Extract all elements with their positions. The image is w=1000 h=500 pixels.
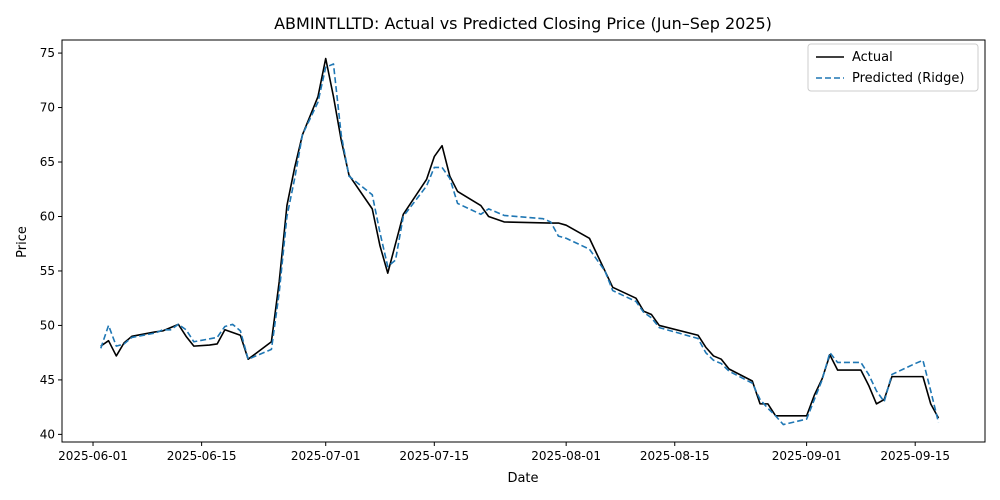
y-axis-title: Price: [15, 226, 30, 258]
x-axis-title: Date: [507, 471, 538, 486]
chart-title: ABMINTLLTD: Actual vs Predicted Closing …: [274, 14, 772, 33]
legend-box: [807, 43, 979, 92]
x-tick-label: 2025-08-15: [640, 449, 710, 463]
x-tick-label: 2025-06-15: [167, 449, 237, 463]
y-tick-label: 65: [40, 155, 55, 169]
x-tick-label: 2025-09-01: [772, 449, 842, 463]
y-tick-label: 40: [40, 427, 55, 441]
y-tick-label: 50: [40, 318, 55, 332]
y-tick-label: 70: [40, 101, 55, 115]
x-tick-label: 2025-06-01: [58, 449, 128, 463]
x-axis: 2025-06-01 2025-06-15 2025-07-01 2025-07-15…: [58, 442, 950, 463]
legend: Actual Predicted (Ridge): [807, 43, 979, 92]
x-tick-label: 2025-09-15: [880, 449, 950, 463]
series-line-actual: [100, 57, 940, 419]
y-tick-label: 60: [40, 209, 55, 223]
plot-frame: [61, 39, 986, 443]
y-tick-label: 75: [40, 46, 55, 60]
y-axis: 40 45 50 55 60 65 70 75: [40, 46, 62, 441]
x-tick-label: 2025-07-01: [291, 449, 361, 463]
series-line-predicted: [100, 63, 940, 426]
legend-label: Actual: [852, 50, 893, 65]
y-tick-label: 45: [40, 373, 55, 387]
x-tick-label: 2025-07-15: [399, 449, 469, 463]
y-tick-label: 55: [40, 264, 55, 278]
legend-label: Predicted (Ridge): [852, 71, 964, 86]
x-tick-label: 2025-08-01: [531, 449, 601, 463]
plot-area: [100, 57, 940, 426]
